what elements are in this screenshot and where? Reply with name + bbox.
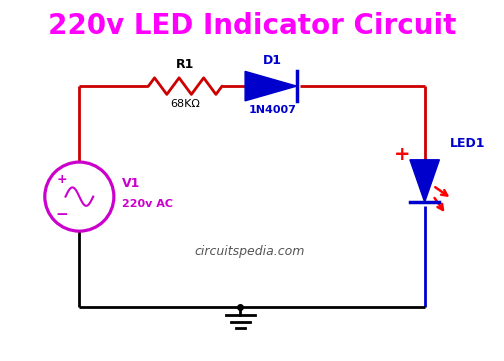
Text: +: + [56, 173, 67, 186]
Text: +: + [394, 145, 410, 164]
Text: V1: V1 [122, 177, 141, 190]
Text: −: − [55, 206, 68, 222]
Text: 220v LED Indicator Circuit: 220v LED Indicator Circuit [48, 12, 456, 40]
Text: R1: R1 [176, 58, 195, 71]
Text: LED1: LED1 [450, 137, 485, 150]
Text: circuitspedia.com: circuitspedia.com [195, 245, 305, 258]
Text: 68KΩ: 68KΩ [170, 99, 200, 109]
Text: 220v AC: 220v AC [122, 199, 173, 209]
Text: D1: D1 [263, 54, 282, 67]
Polygon shape [245, 71, 297, 101]
Polygon shape [410, 160, 439, 202]
Text: 1N4007: 1N4007 [249, 105, 297, 116]
